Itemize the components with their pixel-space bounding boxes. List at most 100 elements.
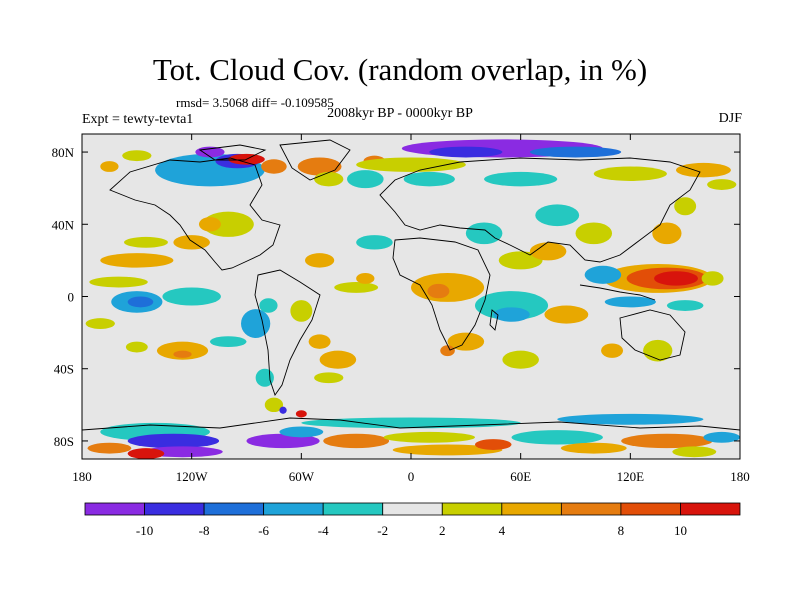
y-tick-label-2: 0 [68,290,75,305]
colorbar-swatch-5 [382,502,443,516]
colorbar-swatch-6 [441,502,503,516]
anomaly-patch-18 [264,397,284,413]
anomaly-patch-1 [127,296,154,308]
anomaly-patch-56 [261,159,287,174]
anomaly-patch-10 [125,341,148,353]
anomaly-patch-41 [535,204,580,227]
anomaly-patch-23 [173,235,210,250]
anomaly-patch-15 [319,350,357,369]
anomaly-patch-20 [295,410,307,418]
colorbar-swatch-2 [203,502,265,516]
colorbar-swatch-0 [84,502,145,516]
anomaly-patch-88 [301,417,521,429]
anomaly-patch-83 [511,430,603,445]
anomaly-patch-36 [601,343,624,358]
anomaly-patch-73 [127,433,220,449]
y-tick-label-3: 40S [54,362,74,377]
anomaly-patch-47 [654,271,698,286]
colorbar-label-7: 8 [618,523,625,538]
anomaly-patch-9 [173,350,192,358]
y-tick-label-4: 80S [54,434,74,449]
coastline-madagascar [489,309,499,331]
anomaly-patch-82 [474,439,512,450]
coastlines [82,139,740,431]
colorbar-swatch-3 [263,502,324,516]
coastline-south-america [254,269,321,396]
colorbar-label-5: 2 [439,523,446,538]
anomaly-patch-13 [290,300,313,322]
anomaly-patch-50 [666,300,704,311]
anomaly-patch-75 [87,442,132,454]
anomaly-patch-22 [198,217,221,232]
coastline-antarctica [82,417,740,431]
anomaly-patch-87 [703,431,740,443]
anomaly-patch-11 [241,309,271,339]
anomaly-patch-16 [314,372,344,384]
anomaly-patch-76 [127,448,165,459]
anomaly-patch-21 [202,211,254,237]
anomaly-patch-6 [85,318,115,330]
anomaly-patch-38 [465,222,503,245]
x-tick-label-5: 120E [617,469,645,484]
anomaly-patch-81 [392,444,503,456]
colorbar-label-1: -8 [199,523,210,538]
anomaly-patch-42 [575,222,613,245]
anomaly-patch-80 [383,431,475,443]
anomaly-patch-49 [604,296,656,308]
anomaly-patch-12 [259,298,278,313]
anomaly-patch-30 [447,332,485,351]
map-frame [81,133,741,460]
colorbar-label-0: -10 [136,523,153,538]
coastline-greenland [279,139,351,181]
anomaly-patch-44 [674,197,697,216]
colorbar-label-4: -2 [377,523,388,538]
anomaly-patch-86 [672,446,717,458]
anomaly-patch-78 [279,426,324,438]
anomaly-patch-2 [162,287,221,306]
anomaly-patch-51 [701,271,724,286]
anomaly-patch-39 [498,251,543,270]
x-tick-label-2: 60W [289,469,315,484]
x-tick-label-4: 60E [510,469,531,484]
season-label: DJF [718,111,742,126]
anomaly-patch-58 [100,161,119,172]
anomaly-patch-24 [304,253,335,268]
experiment-label: Expt = tewty-tevta1 [82,112,194,127]
colorbar: -10 -8 -6 -4 -2 2 4 8 10 [84,502,741,538]
anomaly-patch-85 [621,433,713,449]
colorbar-label-6: 4 [499,523,506,538]
anomaly-patch-43 [652,222,682,245]
anomaly-patch-3 [89,276,148,288]
anomaly-patch-65 [529,146,622,158]
stats-label: rmsd= 3.5068 diff= -0.109585 [176,95,334,110]
chart-title: Tot. Cloud Cov. (random overlap, in %) [152,52,648,87]
anomaly-patch-77 [246,433,320,449]
anomaly-patch-8 [156,341,209,360]
anomaly-patch-67 [403,171,455,187]
anomaly-patch-61 [347,170,384,189]
anomaly-patch-64 [429,146,503,158]
anomaly-patch-26 [356,273,375,284]
coastline-arctic-islands [198,144,267,161]
anomaly-patch-48 [584,265,622,284]
anomaly-patch-70 [676,162,731,178]
coastline-eurasia [379,157,701,263]
anomaly-patch-84 [560,442,627,454]
period-label: 2008kyr BP - 0000kyr BP [327,106,473,121]
anomaly-patch-5 [124,236,168,248]
colorbar-swatch-9 [620,502,681,516]
anomaly-patch-19 [279,406,287,414]
anomaly-patch-69 [593,166,667,181]
coastline-africa [392,237,491,351]
anomaly-patch-31 [440,345,455,357]
coastline-indonesia [579,284,656,301]
colorbar-label-2: -6 [258,523,269,538]
anomaly-patch-68 [484,171,558,187]
x-tick-label-3: 0 [408,469,415,484]
anomaly-patch-27 [356,235,393,250]
map-ticks: 180 120W 60W 0 60E 120E 180 80N 40N 0 40S 80S [52,134,750,484]
x-tick-label-0: 180 [72,469,92,484]
colorbar-swatch-8 [560,502,622,516]
colorbar-swatch-1 [144,502,205,516]
